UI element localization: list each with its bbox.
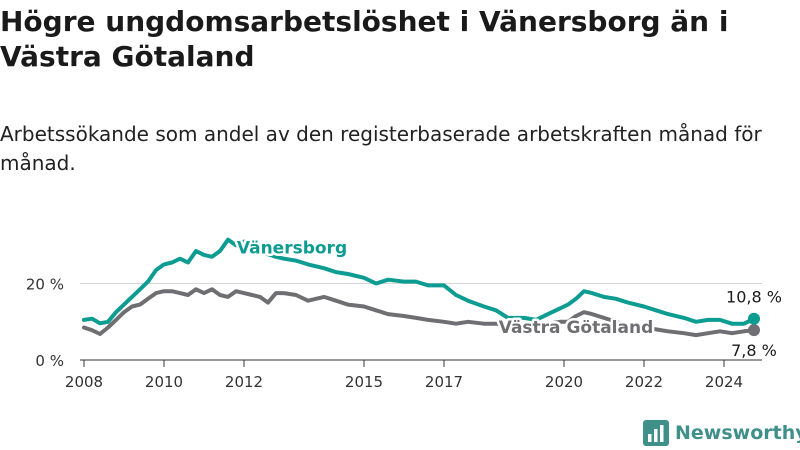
- series-line-1: [82, 287, 756, 338]
- x-tick-label: 2012: [225, 373, 263, 391]
- brand-name: Newsworthy: [675, 422, 800, 444]
- chart-subtitle: Arbetssökande som andel av den registerb…: [0, 122, 762, 175]
- x-axis-ticks: 2008 2010 2012 2015 2017 2020 2022 2024: [65, 360, 743, 391]
- x-tick-label: 2015: [345, 373, 383, 391]
- series-line-0: [82, 237, 756, 326]
- series-labels: 10,8 % 7,8 % Vänersborg Västra Götaland: [234, 236, 782, 360]
- newsworthy-logo: Newsworthy: [643, 419, 800, 447]
- y-tick-label: 0 %: [35, 352, 64, 370]
- x-tick-label: 2010: [145, 373, 183, 391]
- y-tick-label: 20 %: [26, 276, 64, 294]
- series-lines: [82, 237, 760, 338]
- x-tick-label: 2022: [625, 373, 663, 391]
- series-end-value: 7,8 %: [731, 341, 777, 360]
- x-tick-label: 2020: [545, 373, 583, 391]
- page-title: Högre ungdomsarbetslöshet i Vänersborg ä…: [0, 5, 729, 73]
- series-end-value: 10,8 %: [726, 288, 782, 307]
- series-name-annotation: Vänersborg: [237, 239, 347, 259]
- y-axis-ticks: 0 % 20 %: [26, 276, 64, 370]
- series-endpoint-1: [748, 324, 760, 337]
- x-tick-label: 2024: [705, 373, 743, 391]
- x-tick-label: 2017: [425, 373, 463, 391]
- series-name-annotation: Västra Götaland: [499, 318, 654, 338]
- series-endpoint-0: [748, 312, 760, 325]
- x-tick-label: 2008: [65, 373, 103, 391]
- bar-chart-icon: [643, 420, 669, 446]
